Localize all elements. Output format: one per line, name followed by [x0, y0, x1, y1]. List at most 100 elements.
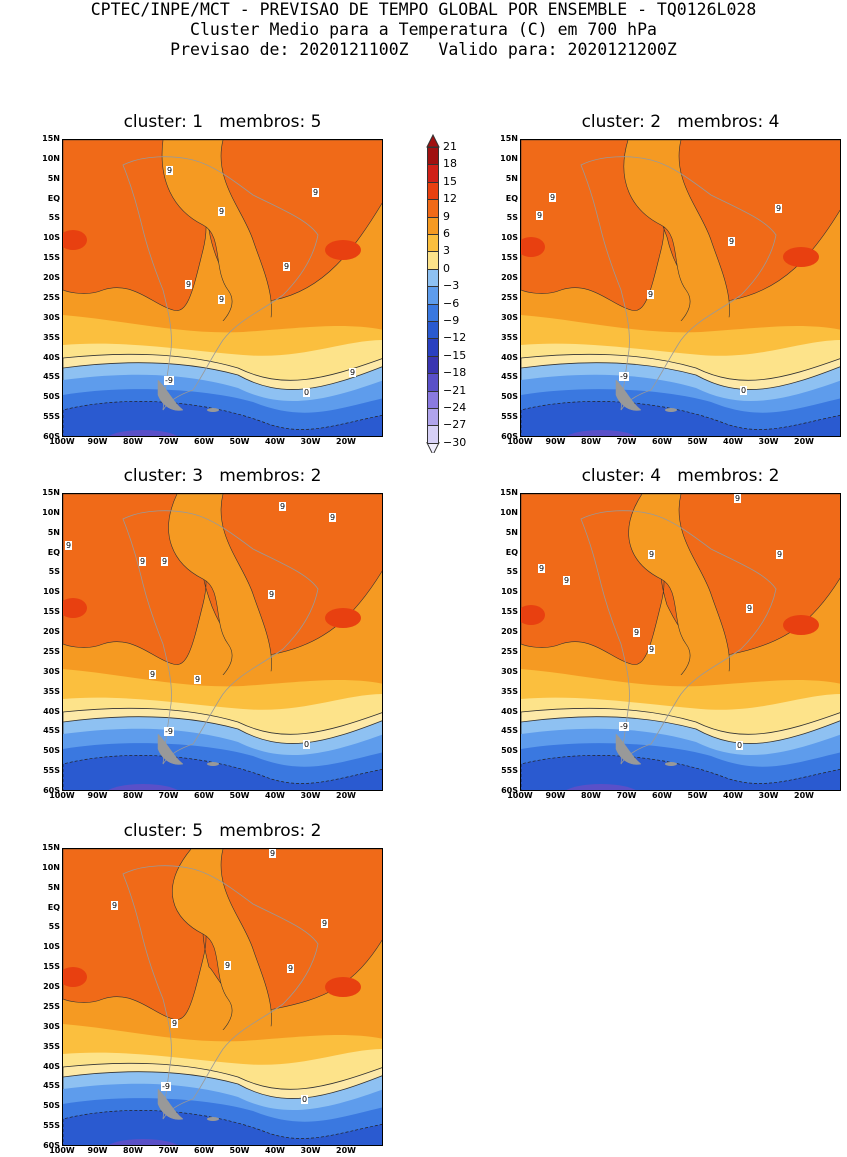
- lat-tick-label: 60S: [501, 786, 518, 795]
- lat-tick-label: 10S: [43, 233, 60, 243]
- map-panel-3: 9 9 9 9 9 9 9 9 -9 0: [62, 493, 383, 791]
- lon-tick-label: 100W: [49, 437, 75, 446]
- colorbar-label: −30: [443, 435, 467, 449]
- lat-tick-label: 5N: [505, 173, 518, 183]
- patagonia-islands: [157, 379, 184, 411]
- lat-tick-label: 10S: [501, 233, 518, 243]
- south-america-outline: [122, 510, 319, 765]
- lat-tick-label: 5N: [47, 882, 60, 892]
- map-panel-5: 9 9 9 9 9 9 -9 0: [62, 848, 383, 1146]
- patagonia-islands: [157, 733, 184, 765]
- patagonia-islands: [157, 1088, 184, 1120]
- lat-tick-label: 15S: [43, 253, 60, 263]
- lat-tick-label: 20S: [501, 627, 518, 637]
- band-15-18: [325, 977, 361, 997]
- colorbar-label: 18: [443, 157, 457, 171]
- band-15-18: [783, 247, 819, 267]
- band-minus-15: [566, 430, 636, 436]
- lat-tick-label: 50S: [501, 392, 518, 402]
- band-15-18: [783, 615, 819, 635]
- colorbar-label: −21: [443, 383, 467, 397]
- contour-label: 9: [321, 919, 329, 928]
- lon-tick-label: 40W: [265, 437, 285, 446]
- band-minus-15: [108, 430, 178, 436]
- lat-tick-label: 50S: [43, 1101, 60, 1111]
- colorbar-label: −3: [443, 279, 460, 293]
- lon-tick-label: 80W: [123, 1146, 143, 1155]
- contour-label: -9: [164, 376, 174, 385]
- colorbar-swatch: [427, 251, 439, 270]
- lon-tick-label: 90W: [87, 1146, 108, 1155]
- colorbar-label: 3: [443, 244, 450, 258]
- lat-tick-label: 55S: [43, 1121, 60, 1131]
- contour-label: 9: [194, 675, 202, 684]
- lon-tick-label: 90W: [87, 437, 108, 446]
- contour-label: 0: [303, 388, 311, 397]
- contour-label: 9: [633, 628, 641, 637]
- colorbar-label: −12: [443, 331, 467, 345]
- lon-tick-label: 30W: [300, 791, 321, 800]
- lon-tick-label: 30W: [300, 437, 321, 446]
- lat-tick-label: 5S: [48, 922, 60, 932]
- colorbar-bottom-arrow: [426, 442, 440, 453]
- colorbar-swatch: [427, 355, 439, 375]
- lat-tick-label: 15S: [501, 607, 518, 617]
- header-line-1: CPTEC/INPE/MCT - PREVISAO DE TEMPO GLOBA…: [90, 0, 757, 19]
- lat-tick-label: 10N: [42, 153, 60, 163]
- lat-tick-label: 5S: [506, 213, 518, 223]
- contour-label: 9: [728, 237, 736, 246]
- contour-label: 0: [303, 740, 311, 749]
- temperature-field: [63, 494, 382, 790]
- contour-label: 9: [269, 849, 277, 858]
- lat-tick-label: 5N: [47, 173, 60, 183]
- lat-tick-label: 40S: [501, 706, 518, 716]
- colorbar-swatch: [427, 321, 439, 340]
- patagonia-islands: [615, 379, 642, 411]
- lon-tick-label: 30W: [300, 1146, 321, 1155]
- colorbar-swatch: [427, 164, 439, 183]
- falklands: [207, 762, 219, 766]
- colorbar-swatch: [427, 408, 439, 427]
- panel-title-3: cluster: 3 membros: 2: [123, 466, 322, 486]
- band-minus-9-12: [521, 401, 840, 436]
- colorbar-label: 15: [443, 174, 457, 188]
- contour-label: 9: [149, 670, 157, 679]
- lat-tick-label: 60S: [501, 432, 518, 441]
- contour-label: -9: [164, 727, 174, 736]
- lon-tick-label: 80W: [581, 437, 601, 446]
- band-minus-15: [108, 1139, 178, 1145]
- colorbar-swatch: [427, 338, 439, 357]
- lon-tick-label: 40W: [265, 791, 285, 800]
- lon-tick-label: 20W: [794, 791, 814, 800]
- lon-tick-label: 50W: [687, 437, 708, 446]
- contour-label: 9: [746, 604, 754, 613]
- band-minus-15: [108, 784, 178, 790]
- colorbar-label: −15: [443, 348, 467, 362]
- lon-tick-label: 90W: [545, 437, 566, 446]
- lat-tick-label: 25S: [43, 1001, 60, 1011]
- contour-label: 9: [218, 207, 226, 216]
- contour-label: 9: [776, 550, 784, 559]
- lat-tick-label: 15N: [500, 134, 518, 143]
- lon-tick-label: 70W: [158, 1146, 179, 1155]
- lon-tick-label: 90W: [545, 791, 566, 800]
- contour-label: 9: [166, 166, 174, 175]
- lon-tick-label: 100W: [507, 437, 533, 446]
- colorbar-swatch: [427, 286, 439, 305]
- colorbar-label: −27: [443, 418, 467, 432]
- south-america-outline: [580, 156, 777, 411]
- contour-label: 9: [648, 550, 656, 559]
- lat-tick-label: 5S: [48, 213, 60, 223]
- lon-tick-label: 70W: [616, 437, 637, 446]
- lat-tick-label: EQ: [505, 547, 518, 557]
- contour-label: 9: [161, 557, 169, 566]
- band-15-18-west: [63, 967, 87, 987]
- lat-tick-label: EQ: [47, 547, 60, 557]
- lat-tick-label: 35S: [501, 686, 518, 696]
- panel-title-4: cluster: 4 membros: 2: [581, 466, 780, 486]
- lat-tick-label: EQ: [505, 193, 518, 203]
- colorbar-swatch: [427, 234, 439, 253]
- colorbar-label: 6: [443, 227, 450, 240]
- lon-tick-label: 70W: [158, 791, 179, 800]
- colorbar-label: −18: [443, 366, 467, 380]
